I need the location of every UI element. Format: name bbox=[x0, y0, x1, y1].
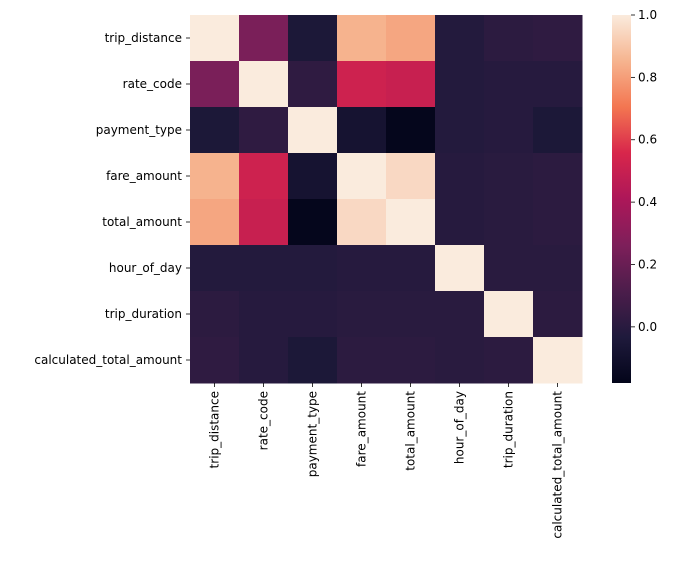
heatmap-cell-total_amount-fare_amount bbox=[337, 199, 387, 246]
heatmap-cell-payment_type-rate_code bbox=[239, 107, 289, 154]
heatmap-cell-calculated_total_amount-trip_duration bbox=[484, 337, 534, 384]
heatmap-cell-trip_duration-trip_duration bbox=[484, 291, 534, 338]
heatmap-cell-payment_type-calculated_total_amount bbox=[533, 107, 583, 154]
heatmap-cell-rate_code-calculated_total_amount bbox=[533, 61, 583, 108]
x-tick-label: total_amount bbox=[404, 391, 418, 471]
heatmap-cell-trip_distance-trip_duration bbox=[484, 15, 534, 62]
heatmap-cell-hour_of_day-calculated_total_amount bbox=[533, 245, 583, 292]
colorbar-tick-label: 1.0 bbox=[638, 8, 657, 22]
heatmap-cell-trip_duration-rate_code bbox=[239, 291, 289, 338]
heatmap-cell-total_amount-hour_of_day bbox=[435, 199, 485, 246]
heatmap-cell-trip_distance-total_amount bbox=[386, 15, 436, 62]
heatmap-cell-calculated_total_amount-fare_amount bbox=[337, 337, 387, 384]
heatmap-cells bbox=[190, 15, 583, 384]
x-tick-label: rate_code bbox=[257, 391, 271, 450]
x-tick-label: trip_duration bbox=[502, 391, 516, 468]
heatmap-cell-calculated_total_amount-payment_type bbox=[288, 337, 338, 384]
heatmap-cell-payment_type-trip_distance bbox=[190, 107, 240, 154]
y-tick-label: rate_code bbox=[123, 77, 182, 91]
y-tick-label: total_amount bbox=[102, 215, 182, 229]
colorbar-tick-label: 0.4 bbox=[638, 195, 657, 209]
y-tick-label: fare_amount bbox=[106, 169, 182, 183]
x-tick-label: calculated_total_amount bbox=[551, 391, 565, 539]
colorbar-ticks: 0.0 0.2 0.4 0.6 0.8 1.0 bbox=[631, 8, 657, 334]
heatmap-cell-trip_duration-fare_amount bbox=[337, 291, 387, 338]
heatmap-cell-total_amount-rate_code bbox=[239, 199, 289, 246]
heatmap-cell-rate_code-trip_duration bbox=[484, 61, 534, 108]
y-tick-label: calculated_total_amount bbox=[34, 353, 182, 367]
heatmap-cell-payment_type-fare_amount bbox=[337, 107, 387, 154]
heatmap-cell-calculated_total_amount-rate_code bbox=[239, 337, 289, 384]
heatmap-cell-payment_type-total_amount bbox=[386, 107, 436, 154]
heatmap-cell-hour_of_day-trip_distance bbox=[190, 245, 240, 292]
colorbar-tick-label: 0.2 bbox=[638, 257, 657, 271]
heatmap-cell-fare_amount-payment_type bbox=[288, 153, 338, 200]
heatmap-cell-hour_of_day-fare_amount bbox=[337, 245, 387, 292]
heatmap-cell-trip_duration-payment_type bbox=[288, 291, 338, 338]
heatmap-cell-trip_distance-payment_type bbox=[288, 15, 338, 62]
heatmap-cell-fare_amount-rate_code bbox=[239, 153, 289, 200]
heatmap-cell-hour_of_day-payment_type bbox=[288, 245, 338, 292]
heatmap-cell-total_amount-trip_distance bbox=[190, 199, 240, 246]
heatmap-cell-trip_duration-hour_of_day bbox=[435, 291, 485, 338]
colorbar-tick-label: 0.6 bbox=[638, 133, 657, 147]
colorbar bbox=[612, 15, 631, 383]
y-axis-tick-labels: trip_distance rate_code payment_type fare_a… bbox=[34, 31, 190, 367]
heatmap-cell-total_amount-calculated_total_amount bbox=[533, 199, 583, 246]
heatmap-cell-trip_duration-calculated_total_amount bbox=[533, 291, 583, 338]
heatmap-cell-trip_duration-total_amount bbox=[386, 291, 436, 338]
heatmap-cell-rate_code-total_amount bbox=[386, 61, 436, 108]
heatmap-cell-calculated_total_amount-total_amount bbox=[386, 337, 436, 384]
heatmap-cell-rate_code-rate_code bbox=[239, 61, 289, 108]
heatmap-cell-trip_duration-trip_distance bbox=[190, 291, 240, 338]
heatmap-cell-trip_distance-trip_distance bbox=[190, 15, 240, 62]
heatmap-cell-fare_amount-hour_of_day bbox=[435, 153, 485, 200]
x-tick-label: payment_type bbox=[306, 391, 320, 477]
heatmap-cell-fare_amount-trip_duration bbox=[484, 153, 534, 200]
heatmap-cell-calculated_total_amount-calculated_total_amount bbox=[533, 337, 583, 384]
heatmap-cell-trip_distance-hour_of_day bbox=[435, 15, 485, 62]
heatmap-cell-payment_type-trip_duration bbox=[484, 107, 534, 154]
heatmap-cell-fare_amount-trip_distance bbox=[190, 153, 240, 200]
heatmap-cell-fare_amount-fare_amount bbox=[337, 153, 387, 200]
heatmap-cell-trip_distance-fare_amount bbox=[337, 15, 387, 62]
heatmap-cell-calculated_total_amount-trip_distance bbox=[190, 337, 240, 384]
heatmap-cell-total_amount-trip_duration bbox=[484, 199, 534, 246]
heatmap-cell-rate_code-trip_distance bbox=[190, 61, 240, 108]
heatmap-cell-trip_distance-calculated_total_amount bbox=[533, 15, 583, 62]
heatmap-cell-total_amount-total_amount bbox=[386, 199, 436, 246]
y-tick-label: hour_of_day bbox=[109, 261, 182, 275]
heatmap-cell-hour_of_day-hour_of_day bbox=[435, 245, 485, 292]
heatmap-cell-rate_code-payment_type bbox=[288, 61, 338, 108]
y-tick-label: trip_duration bbox=[105, 307, 182, 321]
heatmap-cell-hour_of_day-rate_code bbox=[239, 245, 289, 292]
x-tick-label: hour_of_day bbox=[453, 391, 467, 464]
heatmap-cell-fare_amount-calculated_total_amount bbox=[533, 153, 583, 200]
heatmap-cell-calculated_total_amount-hour_of_day bbox=[435, 337, 485, 384]
heatmap-cell-rate_code-hour_of_day bbox=[435, 61, 485, 108]
y-tick-label: payment_type bbox=[96, 123, 182, 137]
y-tick-label: trip_distance bbox=[105, 31, 182, 45]
heatmap-cell-fare_amount-total_amount bbox=[386, 153, 436, 200]
colorbar-tick-label: 0.8 bbox=[638, 70, 657, 84]
x-axis-tick-labels: trip_distance rate_code payment_type fare_a… bbox=[208, 383, 565, 539]
heatmap-cell-total_amount-payment_type bbox=[288, 199, 338, 246]
heatmap-cell-payment_type-hour_of_day bbox=[435, 107, 485, 154]
x-tick-label: trip_distance bbox=[208, 391, 222, 468]
x-tick-label: fare_amount bbox=[355, 391, 369, 467]
heatmap-cell-payment_type-payment_type bbox=[288, 107, 338, 154]
heatmap-cell-hour_of_day-trip_duration bbox=[484, 245, 534, 292]
colorbar-tick-label: 0.0 bbox=[638, 320, 657, 334]
heatmap-cell-rate_code-fare_amount bbox=[337, 61, 387, 108]
heatmap-cell-trip_distance-rate_code bbox=[239, 15, 289, 62]
heatmap-cell-hour_of_day-total_amount bbox=[386, 245, 436, 292]
